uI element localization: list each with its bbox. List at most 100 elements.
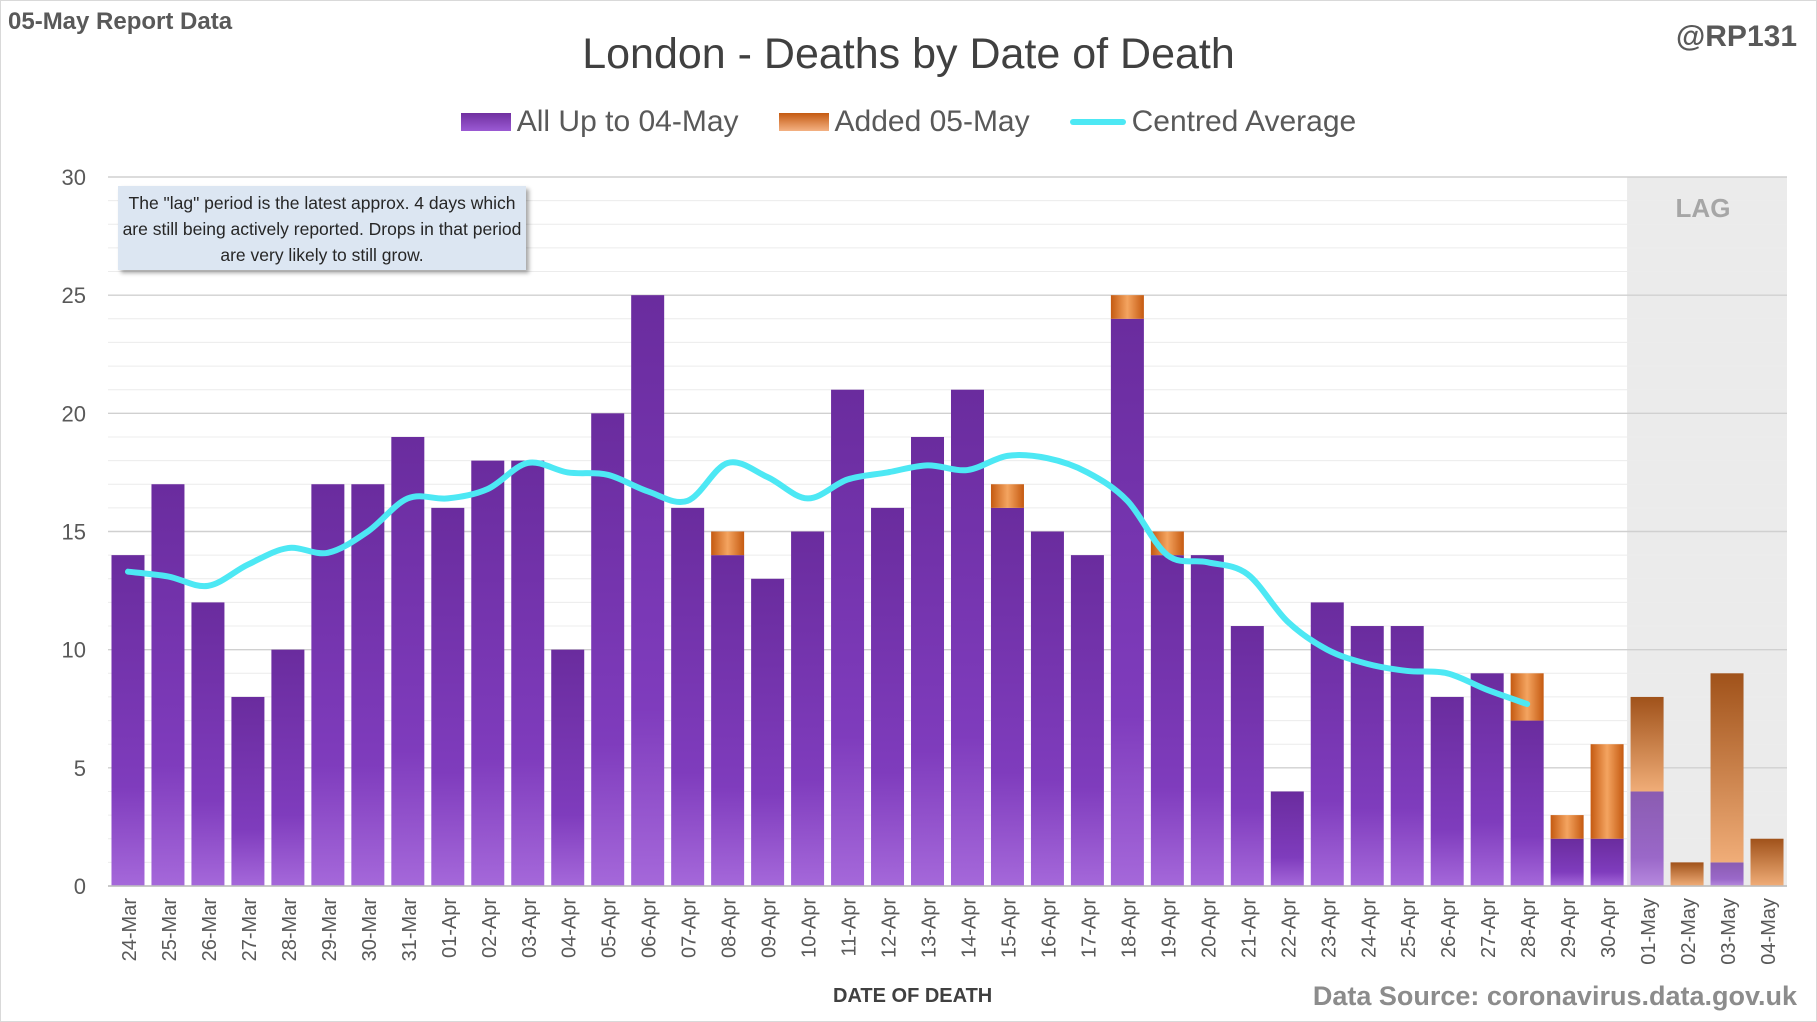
bar-base	[911, 436, 945, 886]
x-tick-label: 13-Apr	[919, 898, 941, 958]
x-tick-label: 04-May	[1758, 898, 1780, 965]
x-tick-label: 18-Apr	[1118, 898, 1140, 958]
bar-base	[751, 578, 785, 886]
x-tick-label: 24-Mar	[119, 898, 141, 962]
x-tick-label: 05-Apr	[599, 898, 621, 958]
bar-base	[1710, 862, 1744, 886]
y-tick-label: 30	[62, 165, 86, 190]
legend-label-added: Added 05-May	[834, 105, 1030, 138]
bar-base	[591, 413, 625, 886]
legend-item-average: Centred Average	[1069, 105, 1357, 139]
y-tick-label: 25	[62, 283, 86, 308]
bar-added	[1630, 696, 1664, 792]
legend-swatch-base	[460, 113, 511, 131]
x-tick-label: 26-Apr	[1438, 898, 1460, 958]
bar-base	[1150, 555, 1184, 886]
bar-base	[671, 507, 705, 886]
x-tick-label: 15-Apr	[998, 898, 1020, 958]
x-tick-label: 06-Apr	[639, 898, 661, 958]
bar-added	[1670, 862, 1704, 886]
bar-base	[1190, 555, 1224, 886]
bar-base	[1030, 531, 1064, 886]
y-tick-label: 5	[74, 756, 86, 781]
bar-base	[511, 460, 545, 886]
bar-base	[1630, 791, 1664, 886]
x-tick-label: 21-Apr	[1238, 898, 1260, 958]
legend-swatch-average	[1069, 119, 1126, 125]
x-tick-label: 28-Apr	[1518, 898, 1540, 958]
x-tick-label: 12-Apr	[879, 898, 901, 958]
y-tick-label: 15	[62, 520, 86, 545]
x-tick-label: 29-Mar	[319, 898, 341, 962]
y-tick-label: 20	[62, 401, 86, 426]
x-tick-label: 14-Apr	[958, 898, 980, 958]
legend-label-average: Centred Average	[1131, 105, 1357, 138]
bar-base	[271, 649, 305, 886]
bar-base	[1070, 555, 1104, 886]
bar-base	[111, 555, 145, 886]
x-tick-label: 08-Apr	[719, 898, 741, 958]
lag-label: LAG	[1675, 193, 1731, 223]
x-tick-label: 07-Apr	[679, 898, 701, 958]
x-tick-label: 01-May	[1638, 898, 1660, 965]
x-tick-label: 03-May	[1718, 898, 1740, 965]
legend-label-base: All Up to 04-May	[516, 105, 739, 138]
x-tick-label: 11-Apr	[839, 898, 861, 957]
bar-base	[191, 602, 225, 886]
bar-base	[1470, 673, 1504, 886]
x-axis-title: DATE OF DEATH	[833, 985, 993, 1007]
x-tick-label: 28-Mar	[279, 898, 301, 962]
bar-base	[1430, 696, 1464, 886]
author-handle: @RP131	[1676, 20, 1797, 53]
x-tick-label: 02-May	[1678, 898, 1700, 965]
x-tick-label: 22-Apr	[1278, 898, 1300, 958]
y-tick-label: 10	[62, 638, 86, 663]
x-tick-label: 26-Mar	[199, 898, 221, 962]
bar-added	[1550, 815, 1584, 839]
x-tick-label: 09-Apr	[759, 898, 781, 958]
bar-base	[831, 389, 865, 886]
x-tick-label: 02-Apr	[479, 898, 501, 958]
x-tick-label: 31-Mar	[399, 898, 421, 962]
x-tick-label: 27-Apr	[1478, 898, 1500, 958]
x-tick-label: 03-Apr	[519, 898, 541, 958]
bar-base	[1270, 791, 1304, 886]
x-tick-label: 24-Apr	[1358, 898, 1380, 958]
x-tick-label: 30-Mar	[359, 898, 381, 962]
x-tick-label: 20-Apr	[1198, 898, 1220, 958]
bar-base	[871, 507, 905, 886]
bar-base	[1230, 626, 1264, 886]
chart-title: London - Deaths by Date of Death	[582, 30, 1235, 78]
x-tick-label: 25-Apr	[1398, 898, 1420, 958]
bar-base	[631, 295, 665, 887]
x-tick-label: 10-Apr	[799, 898, 821, 958]
bar-base	[551, 649, 585, 886]
data-source: Data Source: coronavirus.data.gov.uk	[1312, 981, 1797, 1011]
bar-base	[311, 484, 345, 886]
bar-base	[990, 507, 1024, 886]
bar-base	[1550, 838, 1584, 886]
bar-added	[1590, 744, 1624, 839]
bar-base	[1110, 318, 1144, 886]
bar-added	[1110, 295, 1144, 319]
x-tick-label: 17-Apr	[1078, 898, 1100, 958]
bar-added	[1750, 838, 1784, 886]
x-tick-label: 19-Apr	[1158, 898, 1180, 958]
bar-added	[711, 531, 745, 556]
bar-added	[1510, 673, 1544, 721]
bar-added	[1710, 673, 1744, 863]
legend-swatch-added	[778, 113, 829, 131]
bar-base	[151, 484, 185, 886]
bar-added	[990, 484, 1024, 508]
x-tick-label: 27-Mar	[239, 898, 261, 962]
bar-base	[711, 555, 745, 886]
legend: All Up to 04-May Added 05-May Centred Av…	[0, 105, 1817, 139]
bar-base	[431, 507, 465, 886]
bar-base	[391, 436, 425, 886]
centred-average-line	[124, 452, 1531, 708]
bar-base	[791, 531, 825, 886]
x-tick-label: 23-Apr	[1318, 898, 1340, 958]
y-tick-label: 0	[74, 874, 86, 899]
report-date-label: 05-May Report Data	[8, 8, 233, 35]
